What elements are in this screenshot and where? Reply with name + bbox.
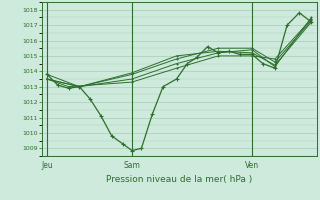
Text: Ven: Ven — [245, 161, 259, 170]
Text: Jeu: Jeu — [41, 161, 53, 170]
Text: Sam: Sam — [124, 161, 140, 170]
X-axis label: Pression niveau de la mer( hPa ): Pression niveau de la mer( hPa ) — [106, 175, 252, 184]
